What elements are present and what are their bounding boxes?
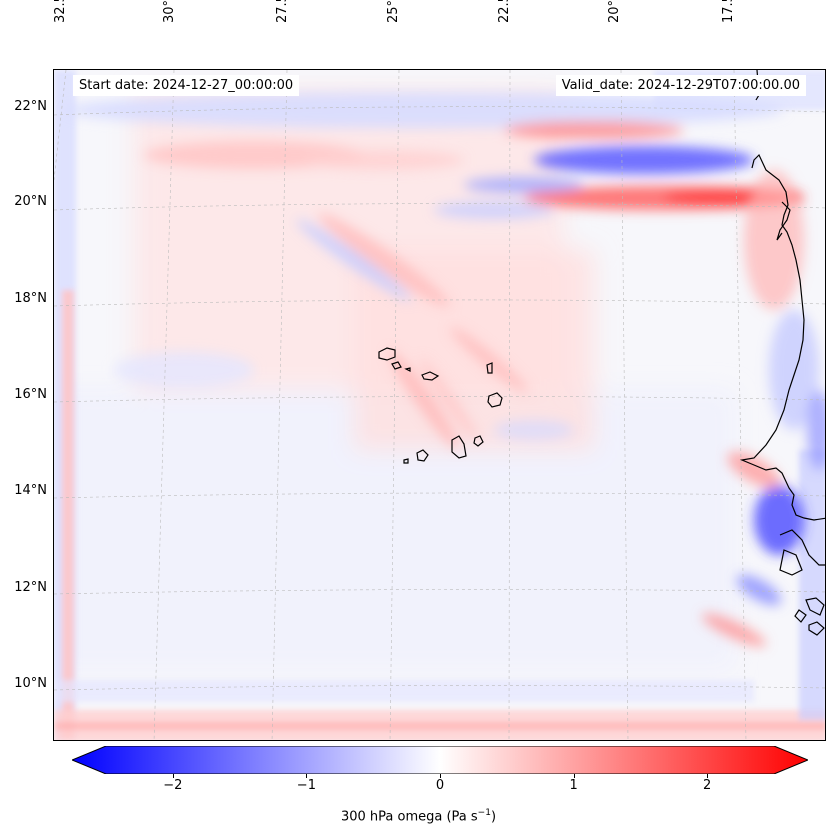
field-wave-train <box>114 213 574 450</box>
field-northern-bands <box>64 92 804 219</box>
colorbar-label: 300 hPa omega (Pa s−1) <box>340 808 497 825</box>
island-santiago <box>451 435 467 459</box>
omega-field-map <box>54 70 825 740</box>
lon-label: 22.5°W <box>497 0 512 23</box>
colorbar-tick-mark <box>440 774 441 778</box>
colorbar-tick-label: 1 <box>569 778 578 793</box>
lon-label: 27.5°W <box>275 0 290 23</box>
lon-label: 17.5°W <box>721 0 736 23</box>
lat-label: 20°N <box>14 194 47 209</box>
map-panel[interactable] <box>53 69 826 741</box>
island-sao-vicente <box>391 361 402 370</box>
lat-label: 14°N <box>14 483 47 498</box>
colorbar-tick-label: −1 <box>296 778 316 793</box>
field-coastal-features <box>702 170 825 647</box>
lon-label: 20°W <box>607 0 622 23</box>
colorbar-tick-mark <box>707 774 709 778</box>
colorbar-tick-mark <box>306 774 308 778</box>
island-santa-luzia <box>404 367 411 372</box>
start-date: Start date: 2024-12-27_00:00:00 <box>73 75 300 96</box>
island-santo-antao <box>378 347 396 361</box>
lat-label: 10°N <box>14 676 47 691</box>
colorbar-tick-label: −2 <box>163 778 183 793</box>
colorbar <box>70 745 810 775</box>
colorbar-tick-mark <box>573 774 575 778</box>
island-sal <box>486 362 493 374</box>
graticule <box>54 70 825 740</box>
island-maio <box>473 435 484 447</box>
island-fogo <box>416 449 429 462</box>
colorbar-tick-mark <box>172 774 174 778</box>
lon-label: 32.5°W <box>53 0 68 23</box>
lat-label: 12°N <box>14 580 47 595</box>
lat-label: 22°N <box>14 99 47 114</box>
africa-coastline <box>739 70 825 636</box>
lon-label: 25°W <box>386 0 401 23</box>
island-sao-nicolau <box>421 371 440 381</box>
colorbar-tick-label: 0 <box>435 778 445 793</box>
lat-label: 16°N <box>14 387 47 402</box>
cape-verde-islands <box>378 347 503 464</box>
valid-date: Valid_date: 2024-12-29T07:00:00.00 <box>555 75 806 96</box>
colorbar-tick-label: 2 <box>703 778 712 793</box>
lon-label: 30°W <box>162 0 177 23</box>
lat-label: 18°N <box>14 291 47 306</box>
island-brava <box>403 458 409 464</box>
island-boa-vista <box>487 392 503 408</box>
colorbar-graphic <box>70 745 810 775</box>
